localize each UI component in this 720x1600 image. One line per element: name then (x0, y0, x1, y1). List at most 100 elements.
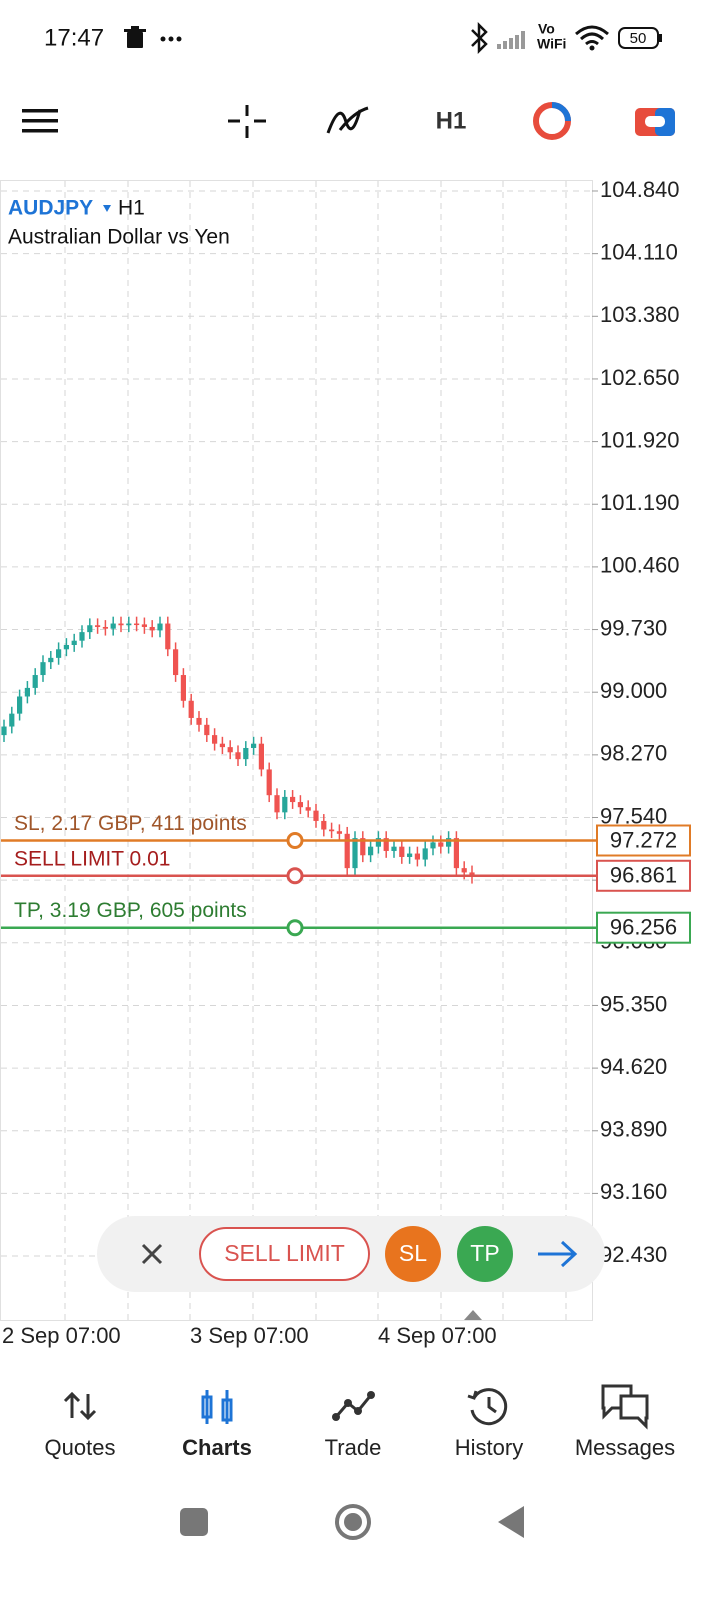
home-button[interactable] (335, 1504, 371, 1540)
status-icons-left (124, 26, 182, 48)
candle-body (173, 649, 179, 676)
tp-button[interactable] (457, 1226, 513, 1282)
timeframe-button[interactable]: H1 (436, 107, 467, 134)
status-icons-right: Vo WiFi 50 (471, 21, 662, 55)
plot-area (0, 180, 593, 1321)
candle-body (243, 747, 249, 760)
tp-label[interactable]: TP (470, 1240, 499, 1266)
candle-body (453, 838, 459, 869)
y-tick-label: 98.270 (600, 741, 667, 766)
order-price-box (596, 911, 691, 944)
candle-body (71, 640, 77, 645)
price-axis: 104.840 104.110 103.380 102.650 101.920 101.1… (592, 177, 680, 1267)
candles (1, 616, 475, 884)
candle-body (399, 846, 405, 857)
candle-body (24, 687, 30, 697)
candle-body (368, 846, 374, 856)
candle-body (79, 632, 85, 641)
order-handle (286, 919, 304, 937)
y-tick-label: 104.840 (600, 177, 680, 202)
symbol-dropdown[interactable] (103, 205, 111, 212)
candle-body (196, 717, 202, 725)
y-tick-label: 99.730 (600, 615, 667, 640)
symbol[interactable]: AUDJPY (8, 197, 93, 220)
nav-label[interactable]: History (455, 1435, 523, 1460)
candle-body (360, 838, 366, 856)
trade-button[interactable] (635, 108, 675, 136)
order-price-box (596, 824, 691, 857)
y-tick-label: 93.890 (600, 1117, 667, 1142)
candle-body (9, 713, 15, 727)
symbol-description: Australian Dollar vs Yen (8, 226, 230, 249)
history-icon (467, 1388, 508, 1426)
nav-label[interactable]: Messages (575, 1435, 675, 1460)
crosshair-button[interactable] (228, 105, 266, 138)
home-button-dot (344, 1513, 362, 1531)
candle-body (461, 868, 467, 873)
candle-body (446, 838, 452, 847)
x-tick-label: 3 Sep 07:00 (190, 1323, 309, 1348)
candle-body (95, 625, 101, 627)
chart-timeframe: H1 (118, 197, 145, 220)
candle-body (391, 846, 397, 851)
candle-body (352, 838, 358, 869)
y-tick-label: 95.350 (600, 991, 667, 1016)
quotes-icon (63, 1391, 97, 1421)
y-tick-label: 99.000 (600, 678, 667, 703)
candle-body (118, 623, 124, 626)
candle-body (290, 796, 296, 803)
candle-body (235, 752, 241, 760)
y-tick-label: 92.430 (600, 1242, 667, 1267)
candle-body (204, 724, 210, 736)
time-axis: 2 Sep 07:00 3 Sep 07:00 4 Sep 07:00 (2, 1323, 497, 1348)
candle-body (87, 625, 93, 633)
candle-body (383, 838, 389, 851)
vertical-grid (64, 181, 567, 1320)
chart: 104.840 104.110 103.380 102.650 101.920 101.1… (0, 177, 691, 1348)
candle-body (282, 796, 288, 813)
wifi-label: WiFi (537, 36, 566, 52)
messages-icon (601, 1384, 649, 1430)
menu-button[interactable] (22, 109, 58, 133)
y-tick-label: 97.540 (600, 803, 667, 828)
candle-body (32, 675, 38, 688)
nav-label[interactable]: Quotes (45, 1435, 116, 1460)
candle-body (329, 829, 335, 832)
close-button[interactable] (141, 1243, 163, 1265)
order-label: TP, 3.19 GBP, 605 points (14, 899, 247, 922)
candle-body (407, 853, 413, 857)
candle-body (297, 802, 303, 808)
order-price: 97.272 (610, 827, 677, 852)
trade-panel: SELL LIMIT SL TP (97, 1216, 605, 1292)
status-time: 17:47 (44, 24, 104, 51)
y-tick-label: 101.190 (600, 490, 680, 515)
next-button[interactable] (538, 1240, 578, 1268)
nav-label[interactable]: Charts (182, 1435, 252, 1460)
nav-label[interactable]: Trade (325, 1435, 382, 1460)
order-type-button[interactable] (199, 1227, 370, 1281)
recents-button[interactable] (180, 1508, 208, 1536)
candle-body (438, 842, 444, 847)
candle-body (1, 726, 7, 736)
sl-button[interactable] (385, 1226, 441, 1282)
order-price: 96.861 (610, 863, 677, 888)
indicators-button[interactable] (326, 106, 369, 134)
trade-icon (332, 1391, 375, 1421)
objects-button[interactable] (533, 102, 571, 140)
order-label: SELL LIMIT 0.01 (14, 847, 170, 870)
y-tick-label: 94.620 (600, 1054, 667, 1079)
candle-body (141, 624, 147, 627)
candle-body (274, 795, 280, 813)
candle-body (375, 838, 381, 847)
order-price-box (596, 859, 691, 892)
candle-body (430, 842, 436, 849)
sl-label[interactable]: SL (399, 1240, 427, 1266)
order-type-label[interactable]: SELL LIMIT (224, 1240, 345, 1266)
battery-level: 50 (630, 30, 647, 47)
candle-body (180, 675, 186, 701)
candle-body (305, 807, 311, 811)
candle-body (227, 747, 233, 753)
back-button[interactable] (498, 1506, 524, 1538)
